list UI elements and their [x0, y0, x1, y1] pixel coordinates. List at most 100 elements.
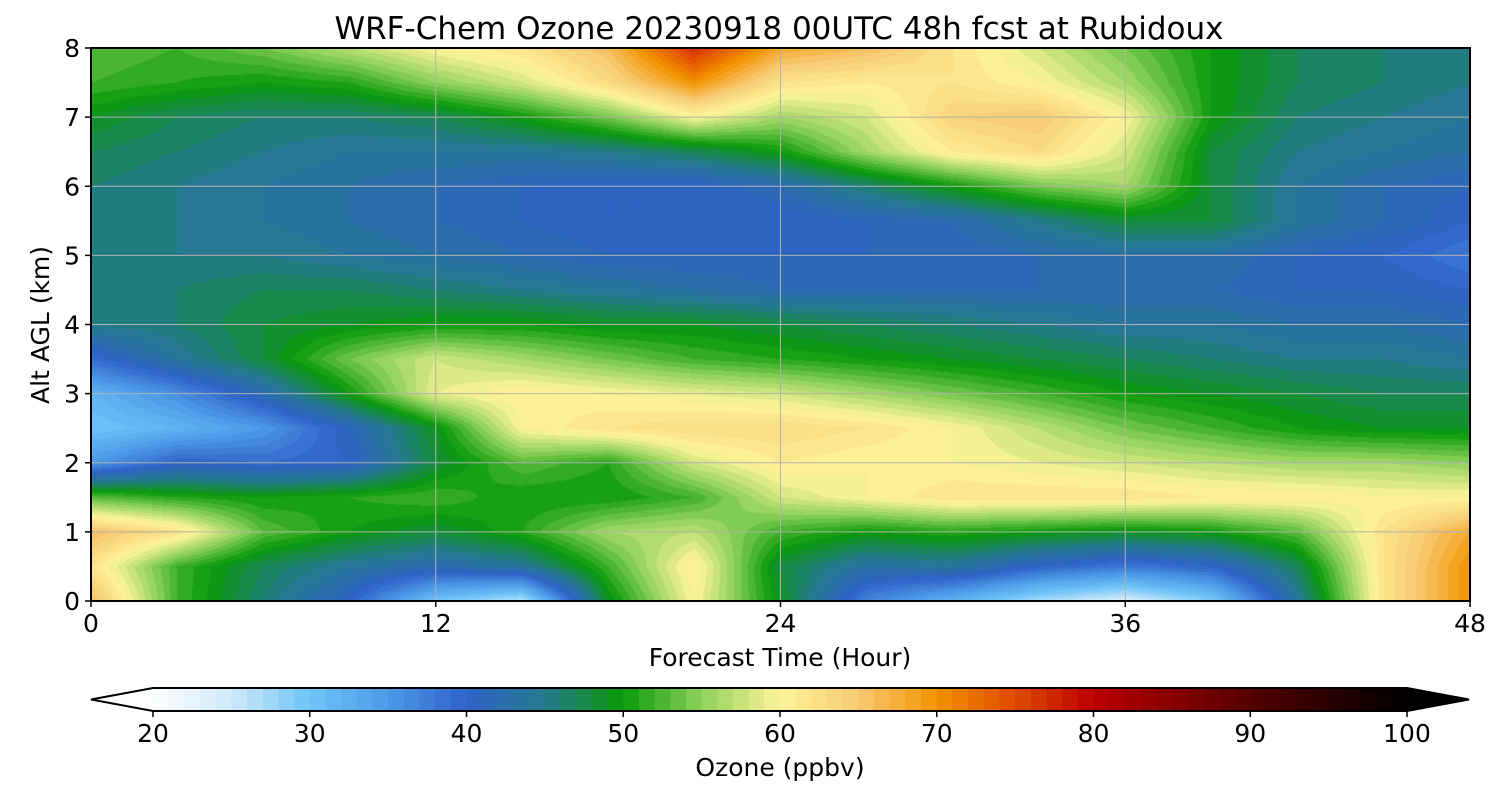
colorbar-level	[1250, 688, 1267, 711]
colorbar-tick-label: 20	[137, 719, 169, 748]
colorbar-level	[231, 688, 248, 711]
colorbar-level	[1140, 688, 1157, 711]
colorbar-level	[1203, 688, 1220, 711]
y-tick-label: 0	[64, 587, 80, 616]
y-tick-label: 3	[64, 380, 80, 409]
colorbar-level	[983, 688, 1001, 711]
colorbar-level	[717, 688, 734, 711]
colorbar-tick-label: 50	[607, 719, 639, 748]
colorbar-level	[1359, 688, 1377, 711]
colorbar-level	[482, 688, 499, 711]
colorbar-level	[278, 688, 295, 711]
colorbar-level	[309, 688, 327, 711]
colorbar-level	[921, 688, 938, 711]
colorbar-level	[435, 688, 452, 711]
colorbar-level	[1234, 688, 1251, 711]
x-axis-label: Forecast Time (Hour)	[649, 643, 912, 672]
y-axis-ticks: 0 1 2 3 4 5 6 7 8	[64, 34, 91, 616]
colorbar-level	[184, 688, 201, 711]
colorbar-level	[372, 688, 389, 711]
colorbar-level	[936, 688, 954, 711]
colorbar-tick-label: 70	[921, 719, 953, 748]
colorbar-level	[827, 688, 844, 711]
colorbar-level	[591, 688, 609, 711]
colorbar-level	[889, 688, 906, 711]
colorbar-level	[685, 688, 703, 711]
colorbar-level	[1093, 688, 1110, 711]
x-tick-label: 48	[1454, 609, 1486, 638]
colorbar-label: Ozone (ppbv)	[695, 753, 864, 782]
colorbar-level	[1328, 688, 1345, 711]
colorbar-level	[874, 688, 891, 711]
colorbar-level	[607, 688, 624, 711]
y-tick-label: 2	[64, 449, 80, 478]
x-tick-label: 36	[1109, 609, 1141, 638]
colorbar-level	[262, 688, 279, 711]
colorbar-level	[356, 688, 374, 711]
colorbar-extend-low	[91, 688, 153, 711]
y-axis-label: Alt AGL (km)	[26, 246, 55, 404]
colorbar-level	[1109, 688, 1126, 711]
colorbar-level	[560, 688, 577, 711]
colorbar-tick-label: 100	[1383, 719, 1431, 748]
colorbar-level	[1062, 688, 1079, 711]
colorbar-level	[999, 688, 1016, 711]
colorbar-level	[623, 688, 640, 711]
colorbar-level	[529, 688, 546, 711]
colorbar-ticks: 20 30 40 50 60 70 80 90 100	[137, 711, 1431, 748]
colorbar-tick-label: 30	[294, 719, 326, 748]
colorbar-tick-label: 80	[1078, 719, 1110, 748]
y-tick-label: 6	[64, 172, 80, 201]
x-tick-label: 24	[765, 609, 797, 638]
x-tick-label: 0	[83, 609, 99, 638]
colorbar-level	[513, 688, 530, 711]
colorbar-level	[403, 688, 421, 711]
colorbar-level	[1124, 688, 1142, 711]
colorbar-level	[466, 688, 483, 711]
colorbar-level	[1312, 688, 1330, 711]
colorbar-level	[968, 688, 985, 711]
y-tick-label: 8	[64, 34, 80, 63]
y-tick-label: 7	[64, 103, 80, 132]
colorbar-level	[748, 688, 765, 711]
colorbar-level	[1218, 688, 1236, 711]
y-tick-label: 4	[64, 311, 80, 340]
colorbar-level	[1281, 688, 1298, 711]
colorbar-level	[419, 688, 436, 711]
plot-gridlines	[91, 48, 1470, 601]
colorbar-level	[638, 688, 656, 711]
colorbar-level	[701, 688, 718, 711]
x-axis-ticks: 0 12 24 36 48	[83, 601, 1486, 638]
colorbar-level	[780, 688, 797, 711]
colorbar-level	[247, 688, 264, 711]
colorbar-level	[1187, 688, 1204, 711]
colorbar-level	[1015, 688, 1032, 711]
colorbar-level	[764, 688, 781, 711]
colorbar-level	[952, 688, 969, 711]
colorbar-level	[1265, 688, 1283, 711]
colorbar-level	[341, 688, 358, 711]
colorbar-level	[732, 688, 750, 711]
colorbar-level	[858, 688, 875, 711]
colorbar-level	[1297, 688, 1314, 711]
colorbar-level	[1375, 688, 1392, 711]
colorbar-level	[215, 688, 232, 711]
colorbar-level	[450, 688, 468, 711]
colorbar-level	[1046, 688, 1063, 711]
colorbar-level	[842, 688, 859, 711]
colorbar-level	[153, 688, 170, 711]
colorbar-level	[168, 688, 185, 711]
colorbar-level	[200, 688, 217, 711]
y-tick-label: 1	[64, 518, 80, 547]
colorbar	[90, 687, 1470, 712]
colorbar-level	[325, 688, 342, 711]
colorbar-tick-label: 90	[1234, 719, 1266, 748]
colorbar-level	[1077, 688, 1095, 711]
colorbar-level	[388, 688, 405, 711]
colorbar-level	[576, 688, 593, 711]
colorbar-level	[811, 688, 828, 711]
colorbar-level	[544, 688, 562, 711]
colorbar-level	[1344, 688, 1361, 711]
colorbar-level	[1156, 688, 1173, 711]
